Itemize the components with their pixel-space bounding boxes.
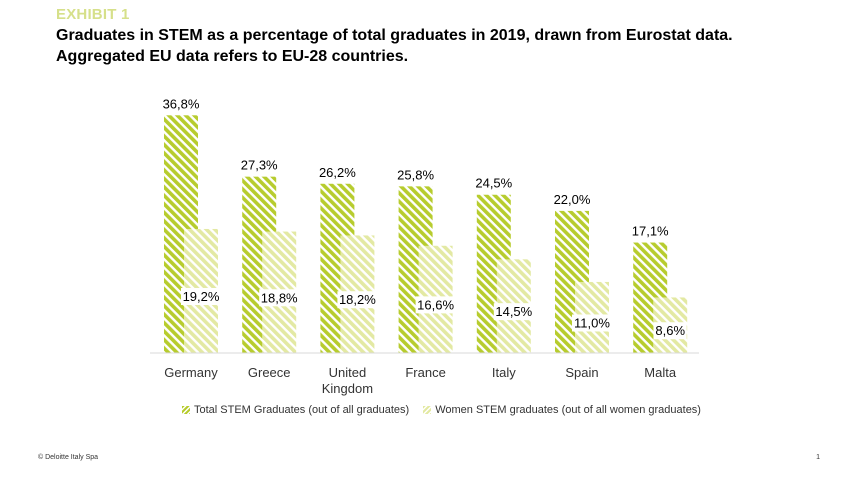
x-tick-label-united-kingdom: United Kingdom bbox=[322, 365, 373, 396]
legend: Total STEM Graduates (out of all graduat… bbox=[182, 404, 701, 416]
data-label-total-italy: 24,5% bbox=[475, 176, 512, 191]
x-tick-label-italy: Italy bbox=[492, 365, 516, 380]
data-label-total-france: 25,8% bbox=[397, 167, 434, 182]
copyright-text: © Deloitte Italy Spa bbox=[38, 454, 99, 461]
data-label-total-germany: 36,8% bbox=[163, 96, 200, 111]
data-label-women-france: 16,6% bbox=[417, 297, 454, 312]
data-label-bg-women-greece bbox=[259, 289, 300, 307]
x-tick-label-greece: Greece bbox=[248, 365, 291, 380]
x-tick-label-spain: Spain bbox=[565, 365, 598, 380]
data-label-bg-women-italy bbox=[493, 303, 534, 321]
data-label-total-malta: 17,1% bbox=[632, 224, 669, 239]
data-label-women-greece: 18,8% bbox=[261, 290, 298, 305]
x-tick-label-malta: Malta bbox=[644, 365, 677, 380]
data-label-total-greece: 27,3% bbox=[241, 158, 278, 173]
legend-swatch-women bbox=[423, 406, 432, 414]
data-label-bg-women-united-kingdom bbox=[337, 291, 378, 309]
data-label-women-malta: 8,6% bbox=[655, 323, 685, 338]
data-label-women-italy: 14,5% bbox=[495, 304, 532, 319]
data-label-bg-women-spain bbox=[572, 314, 612, 332]
data-label-total-united-kingdom: 26,2% bbox=[319, 165, 356, 180]
data-label-bg-women-malta bbox=[653, 322, 687, 340]
x-tick-label-france: France bbox=[405, 365, 445, 380]
data-label-women-germany: 19,2% bbox=[183, 289, 220, 304]
legend-item-women: Women STEM graduates (out of all women g… bbox=[423, 404, 701, 416]
data-label-women-united-kingdom: 18,2% bbox=[339, 292, 376, 307]
legend-label-women: Women STEM graduates (out of all women g… bbox=[435, 404, 701, 416]
legend-swatch-total bbox=[182, 406, 190, 414]
data-label-bg-women-france bbox=[415, 296, 456, 314]
page-number: 1 bbox=[816, 454, 820, 461]
exhibit-label: EXHIBIT 1 bbox=[56, 6, 130, 23]
data-label-women-spain: 11,0% bbox=[574, 315, 610, 330]
chart-title: Graduates in STEM as a percentage of tot… bbox=[56, 27, 733, 65]
legend-item-total: Total STEM Graduates (out of all graduat… bbox=[182, 404, 409, 416]
data-label-total-spain: 22,0% bbox=[554, 192, 591, 207]
x-tick-label-germany: Germany bbox=[164, 365, 218, 380]
data-label-bg-women-germany bbox=[181, 287, 221, 305]
legend-label-total: Total STEM Graduates (out of all graduat… bbox=[194, 404, 410, 416]
